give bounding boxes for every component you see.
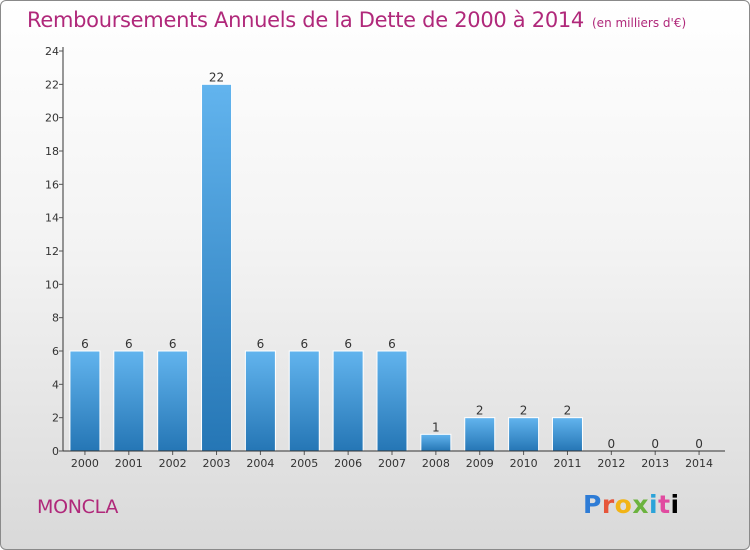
x-tick-label-2010: 2010 [510,457,538,470]
y-tick-label-0: 0 [52,445,59,458]
bar-2003 [201,83,233,452]
bar-2005 [288,350,320,452]
chart-subtitle: (en milliers d'€) [592,16,687,30]
bar-2010 [508,417,540,452]
data-label-2000: 6 [81,337,89,351]
y-tick-label-14: 14 [45,212,59,225]
x-tick-label-2009: 2009 [466,457,494,470]
proxiti-logo[interactable]: Proxiti [583,490,680,519]
data-label-2007: 6 [388,337,396,351]
bar-2006 [332,350,364,452]
data-label-2005: 6 [300,337,308,351]
y-tick-label-18: 18 [45,145,59,158]
commune-name: MONCLA [37,496,119,518]
bar-2011 [551,417,583,452]
y-tick-label-10: 10 [45,278,59,291]
bar-2008 [420,433,452,452]
y-tick-label-4: 4 [52,378,59,391]
x-tick-label-2012: 2012 [597,457,625,470]
x-tick-label-2006: 2006 [334,457,362,470]
axes-layer: 2000 2001 2002 2003 2004 2005 2006 2007 2008 2009… [45,45,725,470]
logo-letter: i [649,490,659,519]
y-tick-label-8: 8 [52,312,59,325]
x-tick-label-2007: 2007 [378,457,406,470]
logo-letter: t [658,490,671,519]
x-tick-label-2013: 2013 [641,457,669,470]
x-tick-label-2008: 2008 [422,457,450,470]
bar-2009 [464,417,496,452]
y-tick-label-22: 22 [45,78,59,91]
y-tick-label-6: 6 [52,345,59,358]
data-label-2014: 0 [695,437,703,451]
y-tick-label-24: 24 [45,45,59,58]
logo-letter: i [670,490,680,519]
x-tick-label-2011: 2011 [553,457,581,470]
title-line: Remboursements Annuels de la Dette de 20… [27,8,686,32]
y-tick-label-2: 2 [52,412,59,425]
bar-2007 [376,350,408,452]
x-tick-label-2004: 2004 [246,457,274,470]
y-tick-label-20: 20 [45,112,59,125]
logo-letter: r [601,490,615,519]
data-label-2001: 6 [125,337,133,351]
bar-2002 [157,350,189,452]
x-tick-label-2002: 2002 [159,457,187,470]
x-tick-label-2014: 2014 [685,457,713,470]
data-label-2009: 2 [476,404,484,418]
data-label-2011: 2 [564,404,572,418]
data-label-2004: 6 [257,337,265,351]
data-label-2008: 1 [432,420,440,434]
data-label-2006: 6 [344,337,352,351]
data-label-2010: 2 [520,404,528,418]
x-tick-label-2001: 2001 [115,457,143,470]
logo-letter: o [614,490,633,519]
x-tick-label-2000: 2000 [71,457,99,470]
bar-2000 [69,350,101,452]
logo-letter: P [583,490,602,519]
x-tick-label-2005: 2005 [290,457,318,470]
data-label-2003: 22 [209,70,224,84]
x-tick-label-2003: 2003 [203,457,231,470]
bar-2001 [113,350,145,452]
data-label-2002: 6 [169,337,177,351]
logo-letter: x [632,490,649,519]
y-tick-label-12: 12 [45,245,59,258]
chart-title: Remboursements Annuels de la Dette de 20… [27,8,584,32]
data-label-2012: 0 [608,437,616,451]
y-tick-label-16: 16 [45,178,59,191]
data-label-2013: 0 [651,437,659,451]
bar-2004 [244,350,276,452]
